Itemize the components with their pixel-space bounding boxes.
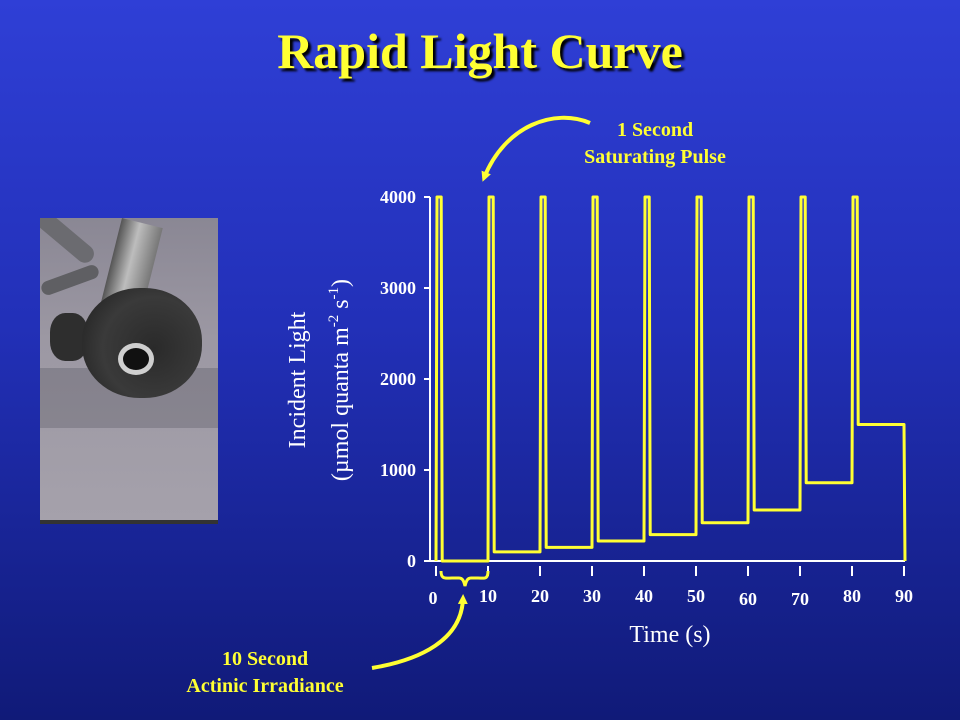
- annotation-pulse-line1: 1 Second: [617, 119, 693, 141]
- sensor-photo: [40, 218, 218, 524]
- x-tick-label: 70: [791, 589, 809, 609]
- x-tick-label: 50: [687, 586, 705, 606]
- x-tick-label: 20: [531, 586, 549, 606]
- y-axis-title-line1: Incident Light: [285, 311, 311, 448]
- interval-brace: [439, 570, 490, 587]
- x-tick-label: 60: [739, 589, 757, 609]
- x-tick-label: 90: [895, 586, 913, 606]
- y-tick-label: 1000: [380, 460, 416, 480]
- y-axis-title-sup: -2: [326, 315, 342, 328]
- y-axis-title-sup: -1: [326, 287, 342, 300]
- annotation-pulse-arrow: [481, 115, 591, 182]
- x-axis-title: Time (s): [629, 622, 710, 648]
- x-tick-label: 40: [635, 586, 653, 606]
- y-tick-label: 0: [407, 551, 416, 571]
- annotation-pulse-line2: Saturating Pulse: [584, 146, 726, 168]
- y-axis-title-part: (µmol quanta m: [328, 327, 354, 481]
- annotation-actinic-line2: Actinic Irradiance: [186, 675, 343, 697]
- photo-knob: [50, 313, 88, 361]
- y-tick-label: 2000: [380, 369, 416, 389]
- photo-sensor-ring: [118, 343, 154, 375]
- y-ticks: 0 1000 2000 3000 4000: [380, 187, 430, 571]
- x-tick-label: 0: [429, 588, 438, 608]
- slide-title: Rapid Light Curve: [277, 23, 683, 79]
- y-tick-label: 4000: [380, 187, 416, 207]
- series-line: [434, 195, 907, 563]
- y-axis-title-part: ): [328, 279, 354, 287]
- y-tick-label: 3000: [380, 278, 416, 298]
- x-ticks: 0 10 20 30 40 50 60 70 80 90: [429, 566, 913, 609]
- annotation-actinic-line1: 10 Second: [222, 648, 308, 670]
- y-axis-title-line2: (µmol quanta m-2 s-1): [326, 279, 354, 481]
- x-tick-label: 80: [843, 586, 861, 606]
- y-axis-title-part: s: [328, 299, 354, 314]
- series-group: [434, 195, 907, 563]
- x-tick-label: 10: [479, 586, 497, 606]
- annotation-actinic-arrow: [371, 594, 468, 670]
- x-tick-label: 30: [583, 586, 601, 606]
